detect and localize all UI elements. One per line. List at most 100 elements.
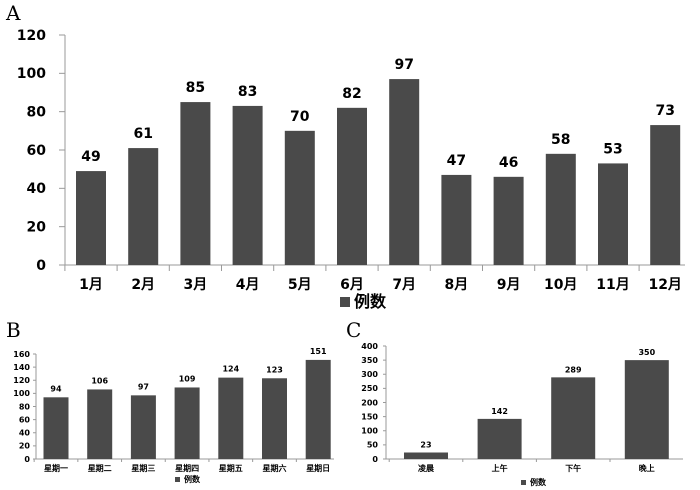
category-label: 下午 (565, 463, 581, 473)
y-tick-label: 40 (19, 429, 31, 438)
category-label: 星期一 (44, 463, 68, 473)
data-label: 46 (499, 155, 518, 171)
y-tick-label: 350 (361, 356, 378, 365)
chart-c: 0 50 100 150 200 250 300 350 400 23 凌晨 142 上午 289 下午 35… (361, 342, 683, 487)
data-label: 53 (603, 141, 622, 157)
bar (305, 359, 331, 459)
category-label: 星期二 (88, 463, 112, 473)
category-label: 星期三 (131, 463, 155, 473)
y-tick-label: 100 (17, 66, 46, 82)
data-label: 58 (551, 132, 570, 148)
data-label: 82 (342, 86, 361, 102)
legend-label: 例数 (184, 474, 201, 484)
category-label: 星期日 (306, 463, 330, 473)
data-label: 47 (447, 153, 466, 169)
y-tick-label: 60 (27, 143, 47, 159)
category-label: 星期六 (263, 463, 287, 473)
category-label: 晚上 (639, 463, 655, 473)
y-tick-label: 140 (13, 363, 30, 372)
bar (624, 360, 669, 459)
y-tick-label: 200 (361, 398, 378, 407)
data-label: 61 (133, 126, 152, 142)
bar (128, 148, 159, 265)
bar (337, 107, 367, 265)
bar (180, 102, 211, 265)
y-tick-label: 20 (27, 220, 47, 236)
y-tick-label: 20 (19, 442, 31, 451)
data-label: 106 (91, 376, 108, 385)
data-label: 109 (179, 374, 196, 383)
bar (87, 389, 113, 459)
y-tick-label: 150 (361, 412, 378, 421)
y-tick-label: 100 (361, 427, 378, 436)
data-label: 70 (290, 109, 310, 125)
data-label: 97 (394, 57, 413, 73)
panel-label-a: A (5, 1, 21, 25)
data-label: 151 (310, 347, 327, 356)
category-label: 8月 (445, 277, 469, 293)
y-tick-label: 0 (36, 258, 46, 274)
category-label: 4月 (236, 277, 260, 293)
bar (232, 105, 263, 266)
y-tick-label: 80 (27, 105, 47, 121)
bar (389, 79, 420, 265)
bar (493, 176, 524, 265)
y-tick-label: 60 (19, 415, 31, 424)
data-label: 289 (565, 365, 582, 374)
legend-swatch (521, 480, 526, 485)
category-label: 上午 (492, 463, 508, 473)
y-tick-label: 50 (367, 441, 379, 450)
category-label: 3月 (184, 277, 208, 293)
data-label: 350 (638, 348, 655, 357)
data-label: 23 (420, 441, 431, 450)
legend-swatch (175, 477, 180, 482)
data-label: 123 (266, 365, 283, 374)
category-label: 星期五 (219, 463, 243, 473)
category-label: 5月 (288, 277, 312, 293)
category-label: 2月 (131, 277, 155, 293)
bar (43, 397, 69, 459)
bar (551, 377, 596, 459)
bar (650, 125, 681, 265)
bar (545, 153, 576, 265)
category-label: 星期四 (175, 463, 199, 473)
y-tick-label: 120 (13, 376, 30, 385)
y-tick-label: 80 (19, 402, 31, 411)
legend-swatch (340, 297, 350, 307)
bar (174, 387, 200, 459)
y-tick-label: 300 (361, 370, 378, 379)
category-label: 7月 (392, 277, 416, 293)
category-label: 10月 (544, 277, 577, 293)
bar (76, 171, 106, 265)
bar (598, 163, 628, 265)
category-label: 1月 (79, 277, 103, 293)
data-label: 73 (655, 103, 674, 119)
category-label: 凌晨 (418, 463, 435, 473)
panel-label-b: B (6, 318, 21, 342)
data-label: 94 (50, 384, 62, 393)
bar (404, 452, 448, 459)
chart-a: 0 20 40 60 80 100 120 49 1月 61 2月 85 3月 83 4月 70 5月 82 6月 9… (17, 28, 685, 311)
bar (218, 377, 244, 459)
data-label: 97 (138, 382, 149, 391)
bar (284, 130, 315, 265)
y-tick-label: 0 (372, 455, 378, 464)
category-label: 9月 (497, 277, 521, 293)
data-label: 124 (222, 365, 239, 374)
y-tick-label: 400 (361, 342, 378, 351)
panel-label-c: C (346, 318, 361, 342)
bar (477, 418, 522, 459)
bar (130, 395, 156, 459)
category-label: 11月 (596, 277, 629, 293)
chart-b: 0 20 40 60 80 100 120 140 160 94 星期一 106 星期二 97 星期三 109… (13, 347, 334, 484)
bar (262, 378, 287, 459)
data-label: 85 (186, 80, 205, 96)
y-tick-label: 40 (27, 181, 47, 197)
category-label: 6月 (340, 277, 364, 293)
legend-label: 例数 (530, 477, 547, 487)
y-tick-label: 100 (13, 389, 30, 398)
data-label: 49 (81, 149, 100, 165)
data-label: 83 (238, 84, 257, 100)
bar (441, 174, 472, 265)
